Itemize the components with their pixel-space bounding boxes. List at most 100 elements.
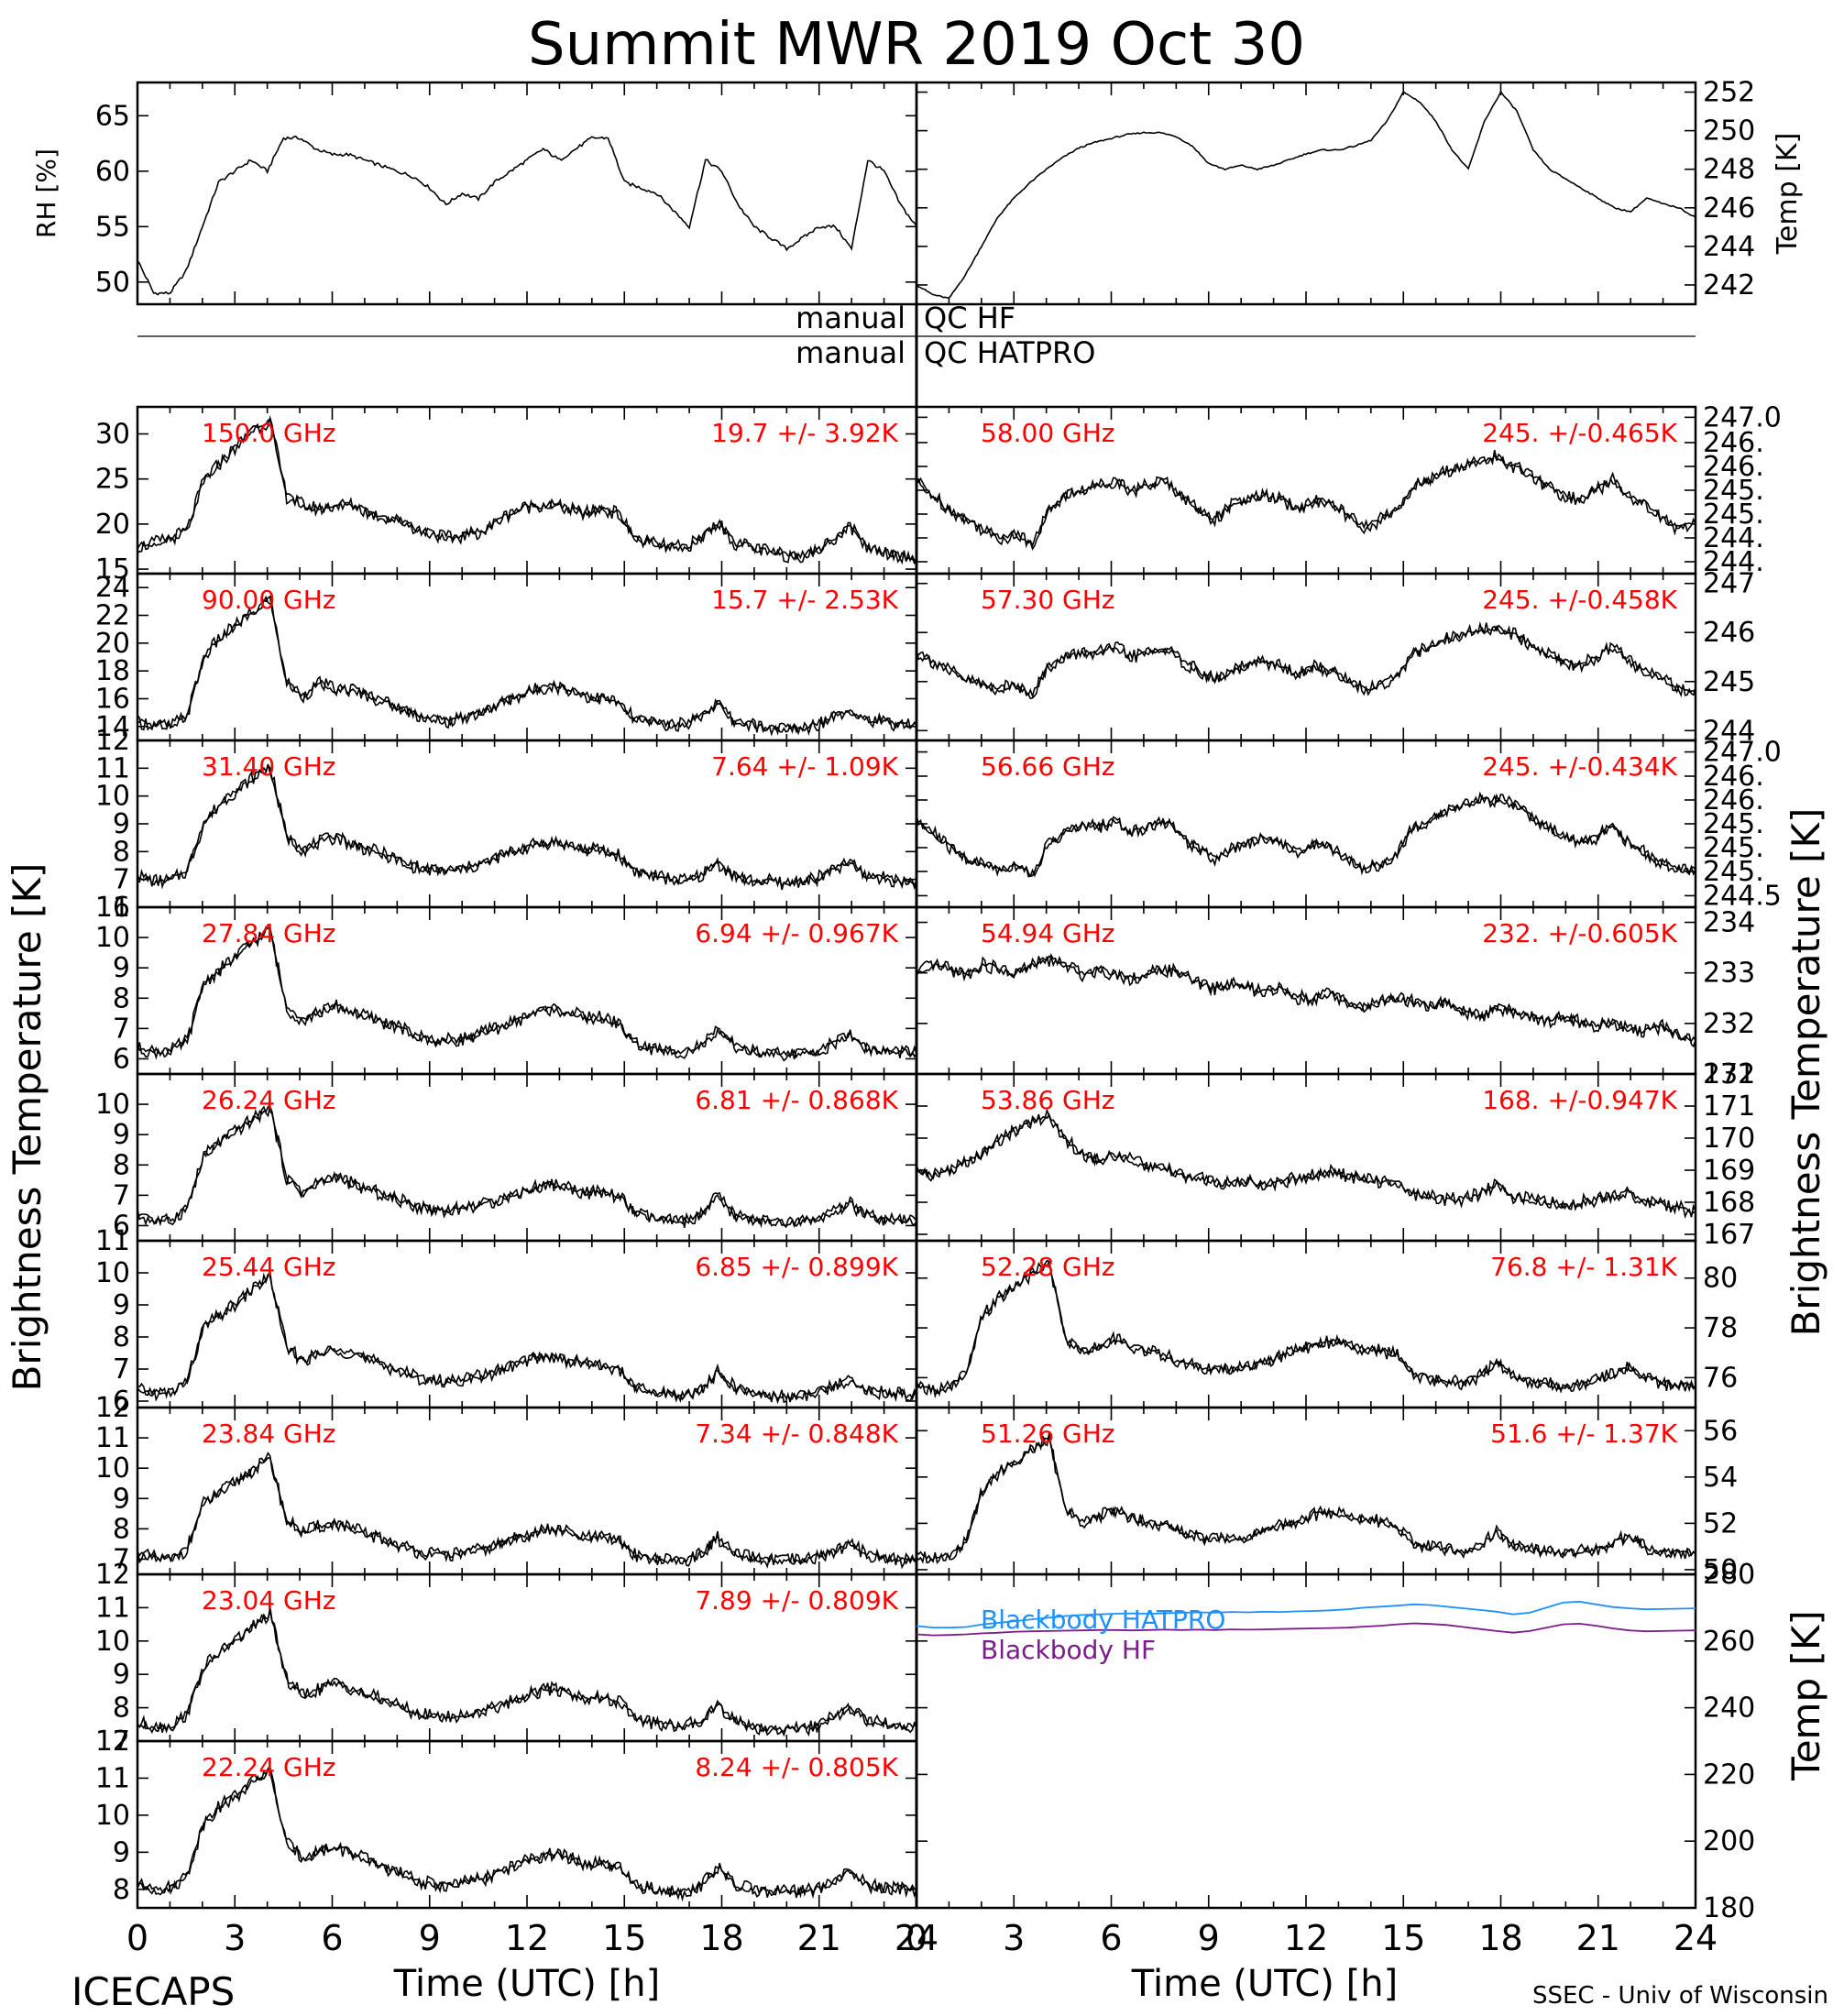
channel-trace-overlay [137, 595, 917, 735]
channel-trace [916, 1432, 1696, 1565]
y-tick-label: 172 [1703, 1058, 1755, 1090]
y-tick-label: 25 [95, 464, 130, 496]
y-tick-label: 52 [1703, 1507, 1738, 1539]
blackbody-line-1 [916, 1622, 1696, 1637]
y-tick-label: 24 [95, 572, 130, 604]
y-tick-label: 9 [113, 952, 130, 984]
temp-axis-label: Temp [K] [1772, 133, 1804, 256]
y-tick-label: 8 [113, 982, 130, 1014]
channel-stat-label: 7.89 +/- 0.809K [695, 1585, 898, 1616]
y-tick-label: 252 [1703, 77, 1755, 109]
y-tick-label: 11 [95, 1592, 130, 1624]
channel-frequency-label: 52.28 GHz [981, 1252, 1115, 1282]
text-labels: Summit MWR 2019 Oct 30505560652422442462… [5, 11, 1828, 2014]
y-tick-label: 200 [1703, 1825, 1755, 1857]
y-tick-label: 245 [1703, 666, 1755, 698]
channel-stat-label: 6.85 +/- 0.899K [695, 1252, 898, 1282]
channel-trace [916, 1107, 1696, 1219]
channel-stat-label: 232. +/-0.605K [1482, 918, 1677, 948]
channel-trace-overlay [137, 1610, 917, 1734]
x-tick-label-left: 3 [224, 1918, 246, 1958]
y-tick-label: 50 [1703, 1554, 1738, 1586]
channel-trace [916, 620, 1696, 700]
channel-frequency-label: 51.26 GHz [981, 1419, 1115, 1449]
y-tick-label: 242 [1703, 269, 1755, 301]
y-tick-label: 8 [113, 1321, 130, 1353]
y-tick-label: 8 [113, 836, 130, 868]
channel-frequency-label: 90.00 GHz [202, 585, 336, 615]
y-tick-label: 6 [113, 1210, 130, 1242]
y-tick-label: 76 [1703, 1362, 1738, 1394]
y-tick-label: 11 [95, 1422, 130, 1454]
y-tick-label: 169 [1703, 1155, 1755, 1187]
y-tick-label: 9 [113, 1659, 130, 1691]
qc-hf-label: QC HF [924, 301, 1015, 335]
y-tick-label: 12 [95, 1726, 130, 1758]
blackbody-y-axis-label: Temp [K] [1784, 1610, 1828, 1781]
y-tick-label: 280 [1703, 1559, 1755, 1591]
channel-trace-overlay [137, 926, 917, 1059]
y-tick-label: 232 [1703, 1008, 1755, 1040]
y-tick-label: 60 [95, 156, 130, 188]
channel-frequency-label: 23.84 GHz [202, 1419, 336, 1449]
channel-frequency-label: 56.66 GHz [981, 751, 1115, 782]
y-tick-label: 80 [1703, 1263, 1738, 1295]
channel-trace-overlay [916, 1259, 1696, 1395]
x-tick-label-right: 24 [1674, 1918, 1718, 1958]
y-tick-label: 260 [1703, 1626, 1755, 1658]
channel-stat-label: 6.81 +/- 0.868K [695, 1085, 898, 1115]
channel-trace [137, 595, 917, 737]
x-tick-label-right: 15 [1381, 1918, 1425, 1958]
y-tick-label: 7 [113, 1179, 130, 1211]
y-tick-label: 56 [1703, 1415, 1738, 1447]
x-tick-label-left: 21 [797, 1918, 841, 1958]
y-tick-label: 11 [95, 1762, 130, 1794]
channel-frequency-label: 25.44 GHz [202, 1252, 336, 1282]
channel-trace [916, 1259, 1696, 1399]
y-tick-label: 9 [113, 1289, 130, 1321]
y-tick-label: 20 [95, 628, 130, 660]
channel-trace [137, 1766, 917, 1902]
channel-trace [137, 1103, 917, 1229]
y-tick-label: 55 [95, 211, 130, 243]
channel-trace-overlay [137, 1105, 917, 1229]
y-tick-label: 65 [95, 100, 130, 132]
y-tick-label: 10 [95, 1626, 130, 1658]
channel-trace-overlay [137, 1767, 917, 1897]
channel-stat-label: 6.94 +/- 0.967K [695, 918, 898, 948]
channel-stat-label: 7.34 +/- 0.848K [695, 1419, 898, 1449]
y-tick-label: 244. [1703, 522, 1764, 554]
y-tick-label: 170 [1703, 1123, 1755, 1155]
channel-frequency-label: 58.00 GHz [981, 418, 1115, 448]
channel-trace-overlay [916, 794, 1696, 878]
channel-frequency-label: 31.40 GHz [202, 751, 336, 782]
y-tick-label: 6 [113, 1043, 130, 1075]
y-tick-label: 10 [95, 1800, 130, 1832]
y-tick-label: 10 [95, 781, 130, 813]
channel-trace [916, 952, 1696, 1048]
y-tick-label: 12 [95, 1559, 130, 1591]
y-tick-label: 248 [1703, 154, 1755, 186]
y-tick-label: 244. [1703, 546, 1764, 578]
channel-trace-overlay [916, 1112, 1696, 1216]
x-tick-label-left: 0 [126, 1918, 148, 1958]
channel-trace-overlay [137, 763, 917, 888]
y-tick-label: 9 [113, 1119, 130, 1151]
qc-manual-label: manual [796, 335, 906, 370]
y-tick-label: 8 [113, 1874, 130, 1906]
channel-trace-overlay [137, 1273, 917, 1401]
rh-line [137, 135, 917, 296]
x-axis-label-left: Time (UTC) [h] [393, 1963, 660, 2005]
y-tick-label: 78 [1703, 1312, 1738, 1344]
channel-trace-overlay [916, 1437, 1696, 1561]
x-tick-label-left: 15 [602, 1918, 646, 1958]
channel-trace [137, 764, 917, 891]
y-tick-label: 245. [1703, 856, 1764, 888]
channel-trace-overlay [916, 955, 1696, 1042]
blackbody-line-0 [916, 1600, 1696, 1629]
panel-frames [136, 81, 1697, 1910]
x-tick-label-right: 18 [1478, 1918, 1522, 1958]
y-tick-label: 12 [95, 725, 130, 757]
y-tick-label: 7 [113, 864, 130, 896]
y-tick-label: 18 [95, 655, 130, 687]
